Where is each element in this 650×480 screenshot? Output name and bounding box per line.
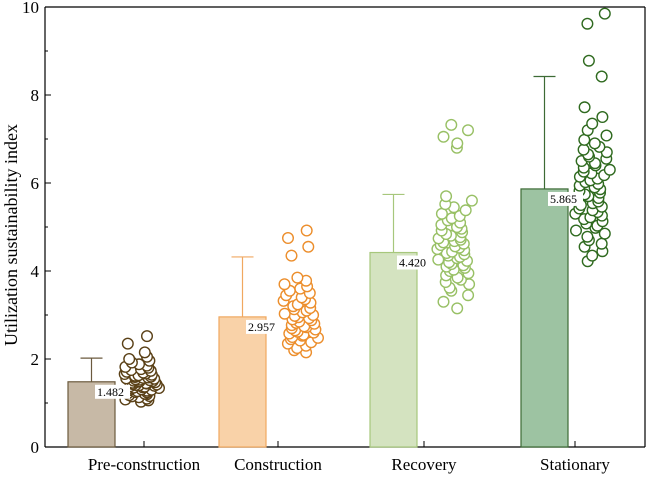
scatter-point — [300, 224, 313, 237]
axes: 0 2 4 6 8 10 — [22, 0, 646, 457]
y-tick-label: 0 — [31, 438, 40, 457]
scatter-point — [451, 137, 464, 150]
bar — [218, 316, 267, 448]
data-label: 4.420 — [399, 256, 426, 270]
scatter-point — [578, 101, 591, 114]
scatter-point — [588, 137, 601, 150]
scatter-point — [437, 295, 450, 308]
scatter-point — [600, 129, 613, 142]
data-label: 2.957 — [248, 320, 275, 334]
scatter-point — [302, 240, 315, 253]
category-group: 4.420 Recovery — [369, 118, 478, 474]
scatter-point — [282, 231, 295, 244]
scatter-point — [586, 249, 599, 262]
scatter-point — [459, 204, 472, 217]
y-tick-label: 10 — [22, 0, 39, 17]
scatter-point — [581, 17, 594, 30]
scatter-point — [586, 117, 599, 130]
scatter-point — [577, 143, 590, 156]
scatter-point — [581, 230, 594, 243]
scatter-point — [291, 271, 304, 284]
scatter-point — [140, 330, 153, 343]
bar — [369, 251, 418, 448]
scatter-point — [603, 163, 616, 176]
x-tick-label: Stationary — [540, 455, 610, 474]
x-tick-label: Recovery — [391, 455, 457, 474]
scatter-point — [278, 278, 291, 291]
scatter-point — [451, 302, 464, 315]
data-label-bg — [548, 191, 583, 206]
scatter-point — [138, 346, 151, 359]
category-group: 2.957 Construction — [218, 224, 325, 474]
scatter-point — [570, 224, 583, 237]
y-axis-title: Utilization sustainability index — [1, 124, 21, 346]
scatter-point — [596, 110, 609, 123]
scatter-point — [598, 7, 611, 20]
scatter-point — [445, 118, 458, 131]
data-label: 5.865 — [550, 192, 577, 206]
x-tick-label: Pre-construction — [88, 455, 201, 474]
data-label-bg — [246, 319, 281, 334]
y-tick-label: 6 — [31, 174, 40, 193]
data-label-bg — [95, 384, 130, 399]
category-group: 1.482 Pre-construction — [67, 330, 201, 474]
y-tick-label: 4 — [31, 262, 40, 281]
y-tick-label: 2 — [31, 350, 40, 369]
scatter-point — [582, 54, 595, 67]
scatter-point — [595, 237, 608, 250]
data-label: 1.482 — [97, 385, 124, 399]
scatter-point — [440, 190, 453, 203]
scatter-point — [278, 307, 291, 320]
y-tick-label: 8 — [31, 86, 40, 105]
scatter-point — [465, 194, 478, 207]
bar — [520, 188, 569, 448]
scatter-point — [595, 70, 608, 83]
category-group: 5.865 Stationary — [520, 7, 616, 474]
scatter-point — [285, 249, 298, 262]
scatter-point — [121, 337, 134, 350]
x-tick-label: Construction — [234, 455, 322, 474]
scatter-point — [462, 124, 475, 137]
scatter-point — [437, 130, 450, 143]
scatter-point — [598, 227, 611, 240]
data-label-bg — [397, 255, 432, 270]
scatter-point — [123, 353, 136, 366]
scatter-point — [462, 289, 475, 302]
